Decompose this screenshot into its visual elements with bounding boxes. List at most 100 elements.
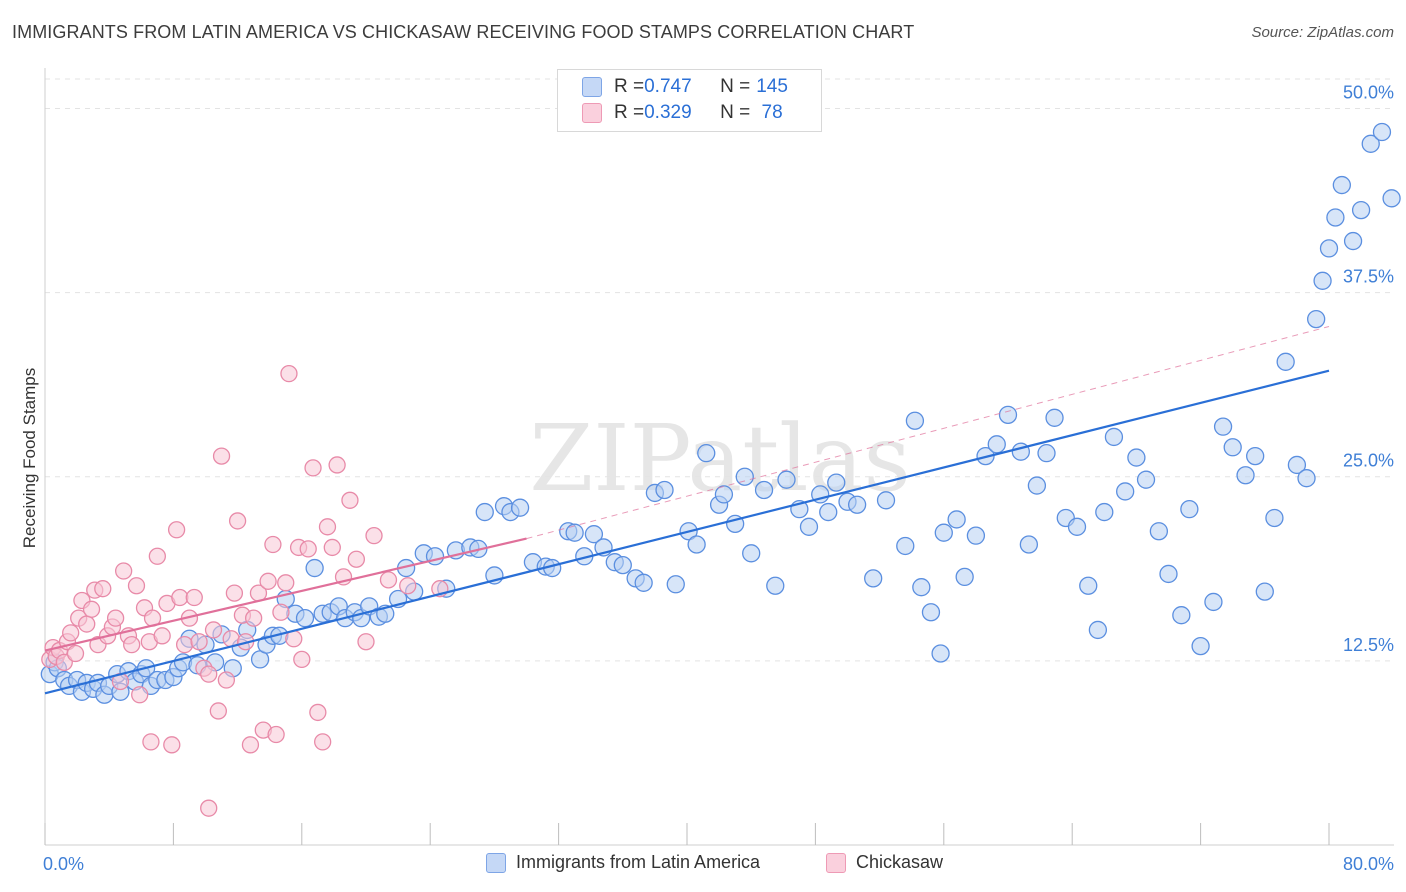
point-latin-america	[565, 523, 584, 542]
point-latin-america	[735, 467, 754, 486]
point-latin-america	[305, 558, 324, 578]
trendline-latin-america	[44, 369, 1330, 695]
point-latin-america	[1307, 309, 1326, 329]
point-chickasaw	[225, 584, 244, 602]
trendline-chickasaw	[44, 537, 527, 652]
bottom-legend-swatch-pink	[826, 852, 846, 873]
point-latin-america	[1255, 582, 1274, 601]
point-latin-america	[1127, 448, 1146, 467]
point-latin-america	[666, 575, 685, 594]
point-latin-america	[1246, 446, 1265, 466]
legend-r-value: 0.747	[644, 76, 692, 97]
point-latin-america	[1332, 175, 1351, 195]
point-latin-america	[1351, 200, 1371, 220]
point-latin-america	[955, 567, 974, 587]
point-latin-america	[1204, 592, 1223, 612]
point-latin-america	[634, 573, 653, 592]
point-chickasaw	[106, 609, 125, 627]
legend-r-label: R =	[614, 76, 645, 97]
point-chickasaw	[328, 456, 346, 474]
y-tick-label: 50.0%	[1343, 82, 1394, 102]
point-latin-america	[714, 485, 734, 504]
point-latin-america	[819, 502, 838, 522]
legend-n-value: 145	[756, 76, 788, 97]
point-latin-america	[475, 502, 494, 522]
point-latin-america	[1213, 417, 1233, 436]
point-latin-america	[697, 444, 716, 463]
point-chickasaw	[264, 535, 282, 554]
point-chickasaw	[244, 609, 263, 627]
point-latin-america	[1095, 502, 1114, 522]
point-latin-america	[1343, 231, 1363, 251]
point-latin-america	[876, 491, 896, 510]
point-chickasaw	[365, 527, 383, 545]
point-chickasaw	[280, 364, 298, 383]
point-latin-america	[754, 480, 774, 500]
point-latin-america	[295, 608, 315, 628]
point-latin-america	[912, 578, 931, 597]
point-latin-america	[777, 470, 796, 489]
point-chickasaw	[267, 725, 285, 744]
point-chickasaw	[304, 459, 322, 477]
bottom-legend-swatch-blue	[486, 852, 506, 873]
legend-swatch-pink	[582, 103, 602, 123]
point-chickasaw	[272, 603, 290, 621]
point-latin-america	[584, 525, 604, 544]
legend-r-label: R =	[614, 102, 645, 123]
legend-n-label: N =	[720, 102, 751, 123]
point-latin-america	[998, 405, 1018, 425]
point-latin-america	[1037, 444, 1056, 463]
point-latin-america	[1079, 576, 1098, 595]
point-latin-america	[1287, 455, 1307, 475]
point-chickasaw	[204, 621, 223, 639]
stats-legend: R = 0.747 N = 145 R = 0.329 N = 78	[557, 69, 822, 132]
point-chickasaw	[228, 512, 247, 530]
y-tick-label: 25.0%	[1343, 451, 1394, 471]
point-latin-america	[1265, 508, 1284, 528]
point-chickasaw	[357, 633, 375, 651]
bottom-legend: Immigrants from Latin America Chickasaw	[0, 852, 1406, 878]
legend-r-value: 0.329	[644, 102, 692, 123]
point-latin-america	[1276, 352, 1295, 371]
point-chickasaw	[78, 615, 96, 633]
point-latin-america	[1088, 620, 1108, 640]
point-chickasaw	[200, 665, 218, 683]
point-latin-america	[827, 473, 846, 492]
point-chickasaw	[209, 702, 227, 720]
point-chickasaw	[212, 447, 231, 465]
point-latin-america	[799, 517, 819, 536]
point-chickasaw	[175, 636, 194, 654]
point-latin-america	[1067, 517, 1087, 536]
point-latin-america	[1104, 427, 1124, 447]
y-axis-label: Receiving Food Stamps	[20, 367, 39, 549]
point-chickasaw	[131, 686, 149, 704]
point-latin-america	[1116, 482, 1135, 501]
point-latin-america	[1297, 469, 1316, 488]
y-tick-label: 12.5%	[1343, 635, 1394, 655]
point-latin-america	[742, 544, 761, 563]
legend-swatch-blue	[582, 77, 602, 97]
point-latin-america	[905, 411, 925, 430]
point-latin-america	[931, 644, 950, 663]
point-latin-america	[1019, 535, 1039, 554]
point-latin-america	[934, 523, 953, 542]
x-tick-label-min: 0.0%	[43, 854, 84, 874]
point-chickasaw	[318, 518, 337, 536]
point-chickasaw	[167, 521, 186, 539]
point-latin-america	[864, 569, 883, 588]
point-chickasaw	[142, 733, 160, 751]
point-chickasaw	[341, 491, 359, 509]
point-chickasaw	[200, 799, 218, 817]
bottom-legend-label: Chickasaw	[856, 852, 944, 872]
point-chickasaw	[127, 577, 146, 595]
point-chickasaw	[309, 703, 327, 722]
x-tick-label-max: 80.0%	[1343, 854, 1394, 874]
point-chickasaw	[55, 653, 73, 671]
bottom-legend-chickasaw: Chickasaw	[826, 852, 943, 873]
chart-title: IMMIGRANTS FROM LATIN AMERICA VS CHICKAS…	[12, 22, 915, 42]
point-chickasaw	[94, 580, 112, 598]
point-latin-america	[613, 555, 632, 575]
point-chickasaw	[66, 644, 85, 663]
point-chickasaw	[123, 636, 141, 654]
point-latin-america	[655, 480, 674, 500]
